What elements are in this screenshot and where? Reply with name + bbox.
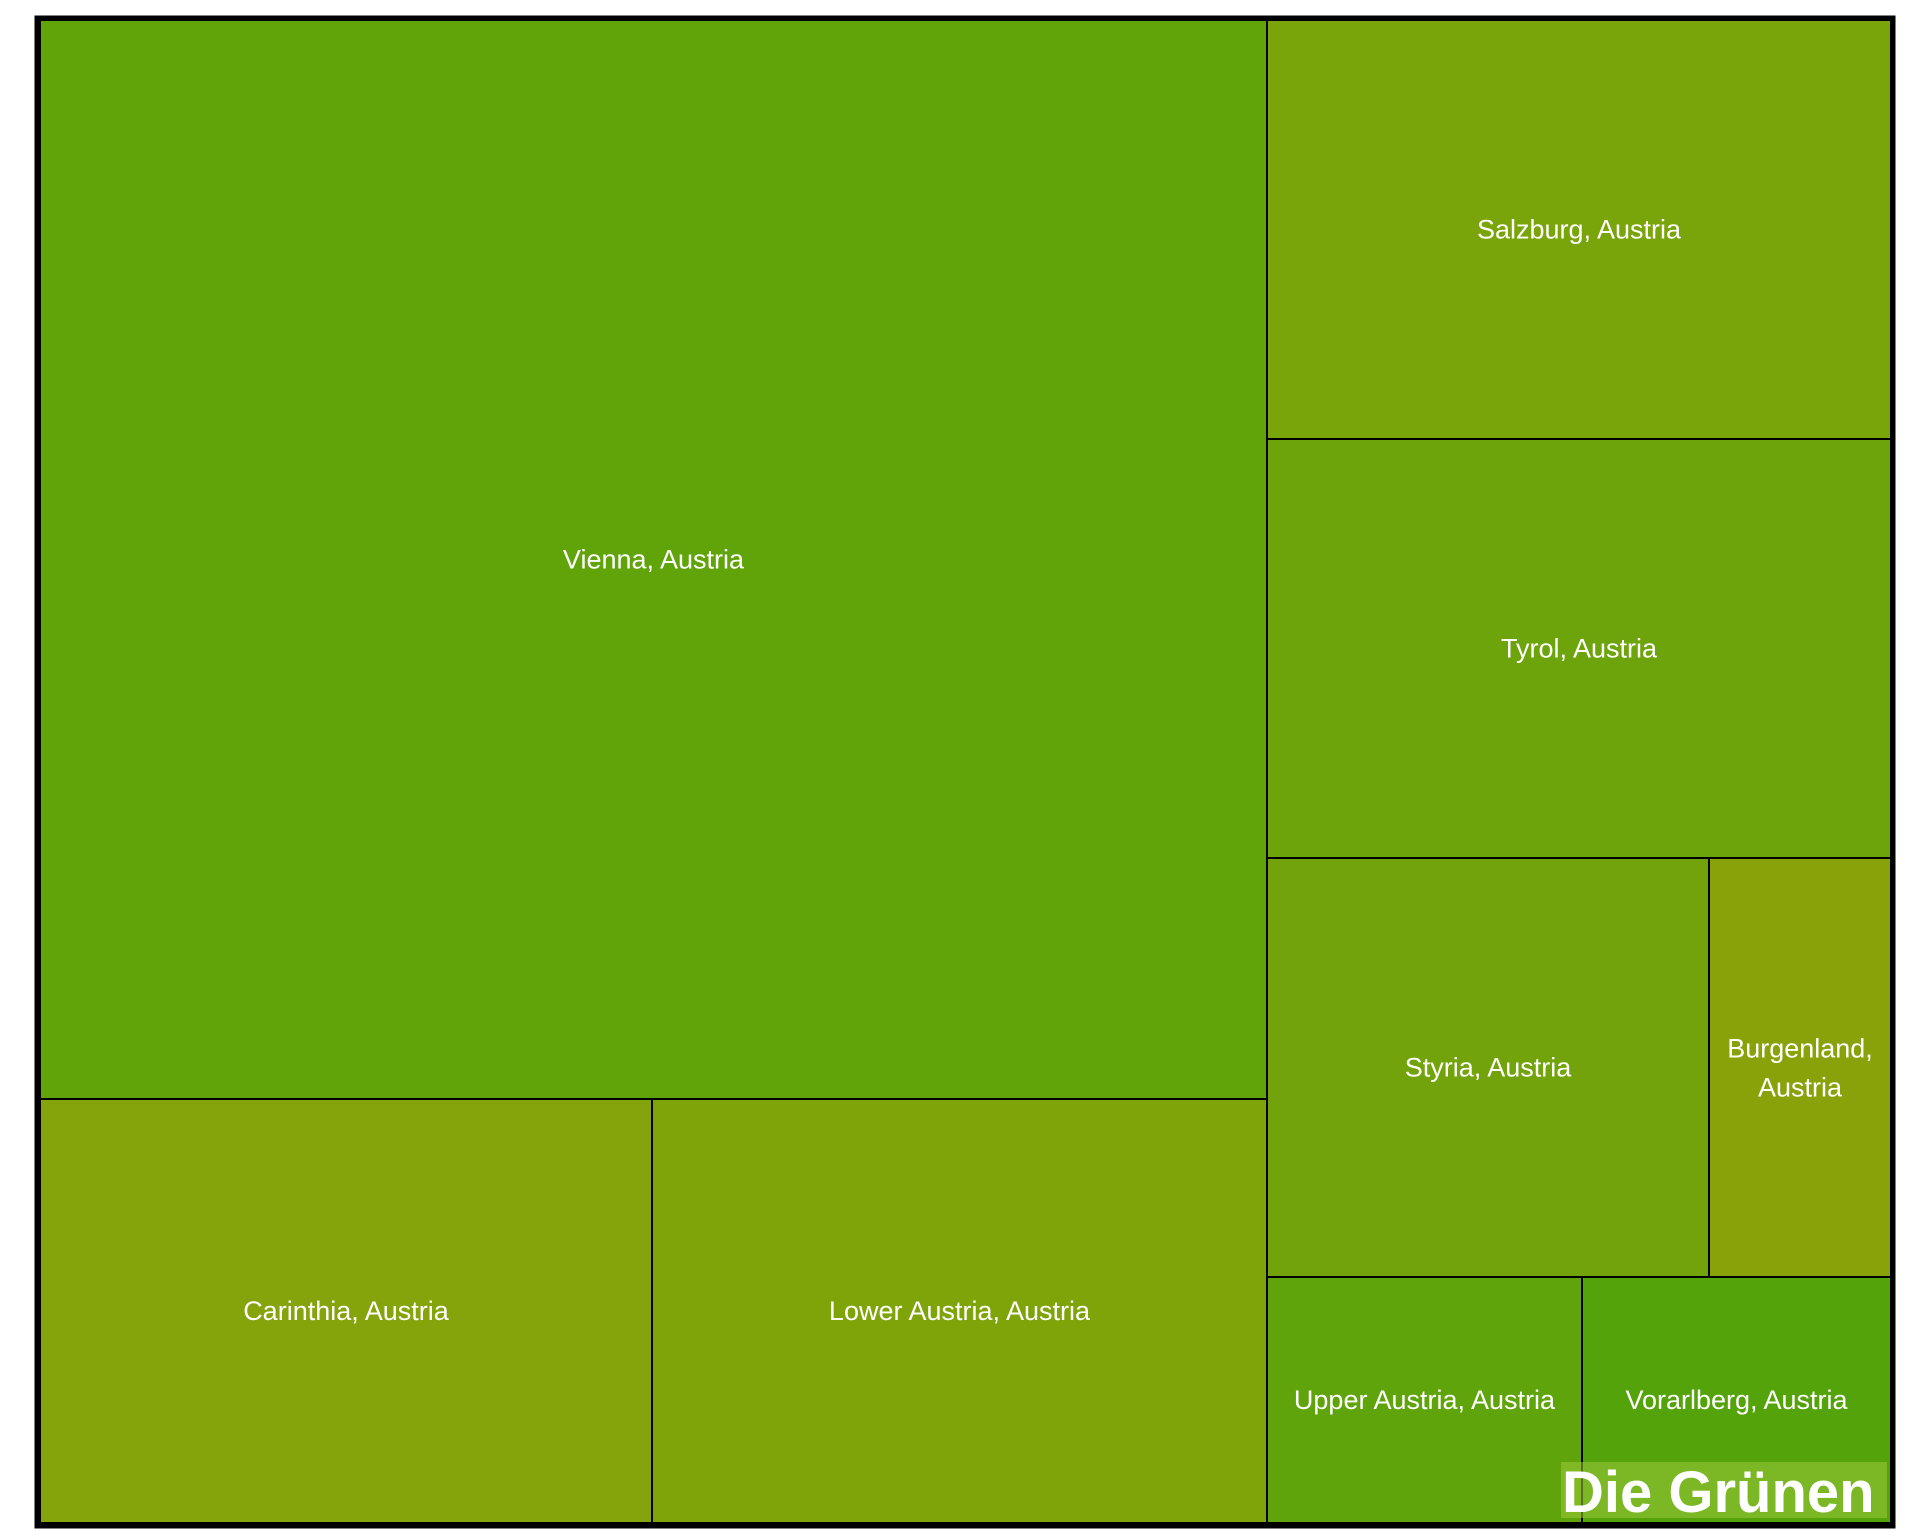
treemap-cells: Vienna, Austria Carinthia, Austria Lower A… (39, 19, 1892, 1524)
treemap-cell-rect (1266, 438, 1892, 859)
treemap-cell: Styria, Austria (1266, 857, 1710, 1278)
treemap-cell: Burgenland, Austria (1708, 857, 1892, 1278)
treemap-cell: Carinthia, Austria (39, 1098, 653, 1524)
treemap-cell-label: Vorarlberg, Austria (1625, 1385, 1848, 1415)
treemap-cell: Lower Austria, Austria (651, 1098, 1268, 1524)
treemap-cell-label: Burgenland, Austria (1727, 1034, 1873, 1103)
treemap-cell-label: Styria, Austria (1405, 1053, 1573, 1083)
treemap-cell-rect (1266, 1276, 1583, 1524)
treemap-cell-label: Carinthia, Austria (243, 1296, 450, 1326)
brand-text: Die Grünen (1562, 1460, 1875, 1525)
treemap-cell-label: Salzburg, Austria (1477, 215, 1682, 245)
treemap-cell: Vienna, Austria (39, 19, 1268, 1100)
brand-background (1561, 1462, 1887, 1518)
treemap-cell-rect (1708, 857, 1892, 1278)
treemap-cell-label: Vienna, Austria (563, 545, 745, 575)
treemap-cell-rect (39, 1098, 653, 1524)
treemap-cell-rect (1266, 19, 1892, 440)
treemap-cell-rect (39, 19, 1268, 1100)
treemap-cell: Tyrol, Austria (1266, 438, 1892, 859)
brand-watermark: Die Grünen (1561, 1460, 1887, 1525)
treemap-cell: Salzburg, Austria (1266, 19, 1892, 440)
chart-frame (34, 15, 1896, 1529)
treemap-cell-rect (1266, 857, 1710, 1278)
treemap-cell-label: Tyrol, Austria (1501, 634, 1658, 664)
treemap-cell-label: Upper Austria, Austria (1294, 1385, 1556, 1415)
treemap-cell: Upper Austria, Austria (1266, 1276, 1583, 1524)
treemap-cell-label: Lower Austria, Austria (829, 1296, 1091, 1326)
treemap-cell-rect (651, 1098, 1268, 1524)
